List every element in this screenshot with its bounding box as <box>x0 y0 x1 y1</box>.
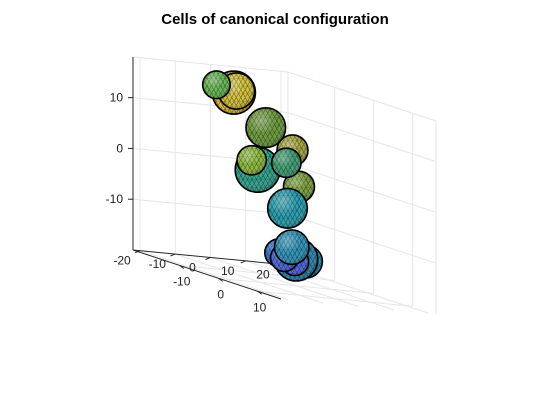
y-tick-mark <box>134 250 141 254</box>
wall-gridline-z <box>287 162 437 213</box>
wall-gridline-z <box>287 112 437 163</box>
sphere-outline <box>236 144 268 176</box>
sphere-outline <box>266 187 309 229</box>
y-tick-label: 0 <box>189 261 196 275</box>
sphere <box>266 187 309 229</box>
y-tick-label: -10 <box>149 257 167 271</box>
sphere <box>236 144 268 176</box>
y-tick-label: -20 <box>113 254 131 268</box>
sphere <box>245 107 287 149</box>
sphere-outline <box>270 147 302 179</box>
floor-gridline-y <box>175 253 324 304</box>
x-tick-label: 0 <box>217 287 224 301</box>
wall-gridline-z <box>287 213 437 264</box>
sphere <box>270 147 302 179</box>
wall-gridline-z2 <box>132 198 289 215</box>
x-axis-line <box>132 249 282 300</box>
spheres <box>201 70 324 282</box>
y-tick-mark <box>170 253 176 257</box>
sphere-outline <box>245 107 287 149</box>
x-tick-mark <box>179 265 185 269</box>
pane-edge <box>287 71 437 122</box>
z-tick-label: -10 <box>106 192 124 206</box>
y-tick-label: 10 <box>221 264 235 278</box>
sphere-outline <box>273 229 310 266</box>
y-tick-mark <box>205 257 211 260</box>
pane-edge <box>132 56 289 73</box>
z-tick-label: 10 <box>110 91 124 105</box>
x-tick-label: 10 <box>253 300 267 314</box>
x-tick-label: -10 <box>173 274 191 288</box>
sphere <box>273 229 310 266</box>
sphere-outline <box>201 70 232 100</box>
y-tick-mark <box>240 260 246 264</box>
floor-gridline-y <box>245 260 394 311</box>
y-tick-label: 20 <box>256 267 270 281</box>
floor-gridline-y <box>210 257 359 307</box>
x-tick-mark <box>218 277 223 282</box>
axes <box>128 57 289 300</box>
floor-gridline-y <box>139 250 289 301</box>
x-tick-mark <box>257 290 262 295</box>
z-tick-label: 0 <box>116 141 123 155</box>
chart-title: Cells of canonical configuration <box>161 11 389 28</box>
sphere <box>201 70 232 100</box>
